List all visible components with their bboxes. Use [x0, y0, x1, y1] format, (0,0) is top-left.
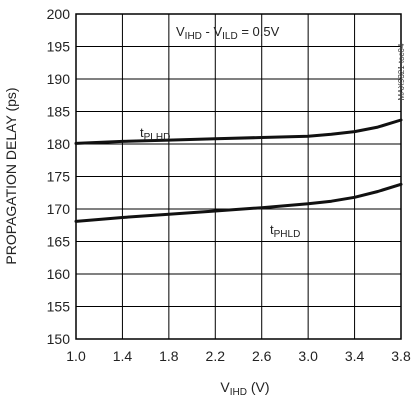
x-tick-label: 3.8: [391, 348, 411, 364]
series-line-tphld: [74, 182, 403, 223]
x-tick-labels: 1.0 1.4 1.8 2.2 2.6 3.0 3.4 3.8: [66, 348, 411, 364]
y-tick-label: 165: [47, 234, 71, 250]
y-axis-title: PROPAGATION DELAY (ps): [3, 87, 19, 264]
y-tick-label: 200: [47, 6, 71, 22]
y-tick-label: 170: [47, 201, 71, 217]
y-tick-label: 180: [47, 136, 71, 152]
y-tick-labels: 200 195 190 185 180 175 170 165 160 155 150: [47, 6, 71, 347]
x-tick-label: 1.0: [66, 348, 86, 364]
x-tick-label: 3.0: [298, 348, 318, 364]
x-tick-label: 1.4: [113, 348, 133, 364]
x-tick-label: 1.8: [159, 348, 179, 364]
series-lines: [74, 118, 403, 223]
y-tick-label: 185: [47, 104, 71, 120]
y-tick-label: 155: [47, 299, 71, 315]
x-tick-label: 2.2: [206, 348, 226, 364]
series-line-tplhd: [74, 118, 403, 145]
y-tick-label: 195: [47, 39, 71, 55]
x-tick-label: 2.6: [252, 348, 272, 364]
x-tick-label: 3.4: [345, 348, 365, 364]
y-tick-label: 150: [47, 331, 71, 347]
y-tick-label: 160: [47, 266, 71, 282]
plot-frame: [75, 13, 402, 340]
y-tick-label: 190: [47, 71, 71, 87]
grid: [75, 13, 402, 340]
series-label-tphld: tPHLD: [270, 222, 300, 240]
y-tick-label: 175: [47, 169, 71, 185]
condition-annotation: VIHD - VILD = 0.5V: [176, 24, 280, 42]
x-axis-title: VIHD (V): [220, 379, 269, 398]
figure-id-label: MAX9321 toc04: [397, 43, 406, 100]
series-label-tplhd: tPLHD: [140, 125, 170, 143]
